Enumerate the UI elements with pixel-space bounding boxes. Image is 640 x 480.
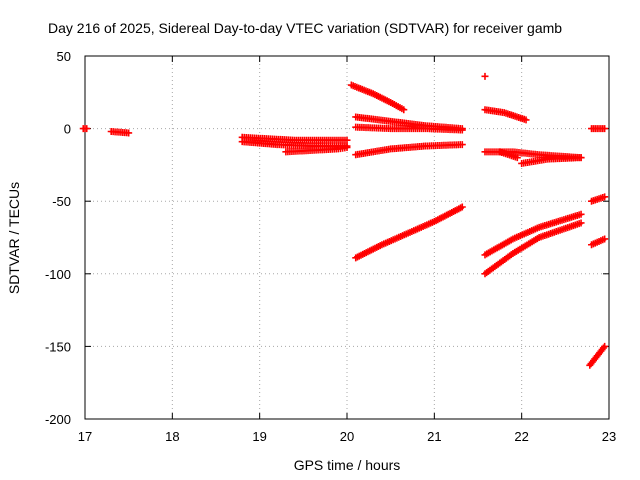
ticks: 17 18 19 20 21 22 23 50 0 -50 -100 -150 -200 bbox=[45, 49, 616, 444]
series-s8 bbox=[352, 123, 466, 134]
grid bbox=[85, 56, 609, 419]
series-s12 bbox=[481, 106, 530, 124]
chart-title: Day 216 of 2025, Sidereal Day-to-day VTE… bbox=[48, 20, 562, 36]
x-tick-label: 17 bbox=[78, 429, 92, 444]
data-point bbox=[577, 154, 585, 162]
series-s5 bbox=[282, 143, 351, 156]
plot-frame bbox=[84, 55, 610, 420]
y-tick-label: -50 bbox=[52, 194, 71, 209]
x-tick-label: 23 bbox=[602, 429, 616, 444]
series-s15 bbox=[518, 154, 585, 167]
x-tick-label: 19 bbox=[252, 429, 266, 444]
series-s18 bbox=[588, 125, 609, 133]
data-point bbox=[601, 235, 609, 243]
y-tick-label: 0 bbox=[64, 122, 71, 137]
y-tick-label: -200 bbox=[45, 412, 71, 427]
series-s6 bbox=[347, 81, 408, 114]
data-point bbox=[481, 72, 489, 80]
data-points bbox=[79, 72, 609, 369]
x-tick-label: 18 bbox=[165, 429, 179, 444]
data-point bbox=[601, 125, 609, 133]
series-s16 bbox=[481, 210, 585, 259]
series-s1 bbox=[79, 125, 91, 133]
series-s3 bbox=[238, 133, 351, 144]
series-s21 bbox=[586, 342, 609, 369]
series-s20 bbox=[588, 235, 609, 249]
data-point bbox=[400, 106, 408, 114]
data-point bbox=[83, 125, 91, 133]
data-point bbox=[458, 126, 466, 134]
x-tick-label: 21 bbox=[427, 429, 441, 444]
data-point bbox=[458, 203, 466, 211]
x-tick-label: 20 bbox=[340, 429, 354, 444]
series-s11 bbox=[481, 72, 489, 80]
y-tick-label: -150 bbox=[45, 339, 71, 354]
data-point bbox=[577, 219, 585, 227]
series-s19 bbox=[588, 193, 609, 205]
data-point bbox=[125, 129, 133, 137]
series-s10 bbox=[352, 203, 466, 262]
data-point bbox=[513, 154, 521, 162]
series-s2 bbox=[107, 128, 133, 137]
series-s14 bbox=[496, 148, 521, 162]
series-s17 bbox=[481, 219, 585, 278]
y-tick-label: -100 bbox=[45, 267, 71, 282]
x-tick-label: 22 bbox=[514, 429, 528, 444]
y-tick-label: 50 bbox=[57, 49, 71, 64]
data-point bbox=[601, 342, 609, 350]
data-point bbox=[577, 210, 585, 218]
x-axis-label: GPS time / hours bbox=[294, 457, 401, 473]
series-s9 bbox=[352, 141, 466, 159]
data-point bbox=[343, 143, 351, 151]
y-axis-label: SDTVAR / TECUs bbox=[6, 182, 22, 294]
data-point bbox=[601, 193, 609, 201]
data-point bbox=[458, 141, 466, 149]
data-point bbox=[522, 116, 530, 124]
